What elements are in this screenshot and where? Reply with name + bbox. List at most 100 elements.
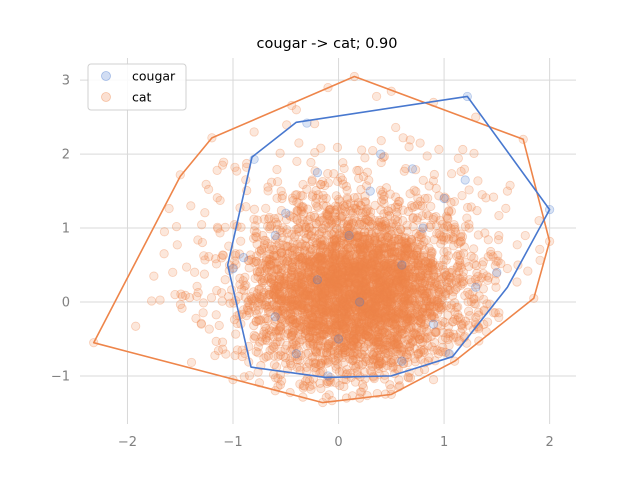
cat-point (312, 302, 322, 312)
cat-point (491, 282, 501, 292)
cat-point (416, 313, 426, 323)
cat-point (392, 313, 402, 324)
cat-point (294, 286, 304, 296)
cat-point (345, 354, 355, 364)
cat-point (393, 199, 403, 210)
cat-point (416, 227, 426, 237)
cat-point (405, 315, 415, 325)
cat-point (376, 285, 387, 295)
cat-point (421, 235, 431, 245)
cat-point (344, 277, 354, 287)
cat-point (358, 172, 369, 182)
cat-point (417, 270, 428, 281)
cat-point (355, 252, 366, 262)
cat-point (320, 294, 330, 304)
cat-point (290, 289, 301, 299)
cat-point (273, 264, 283, 274)
cat-point (471, 260, 481, 271)
cat-point (269, 279, 279, 290)
cat-point (488, 192, 499, 202)
cat-point (310, 271, 321, 281)
cat-point (313, 340, 324, 351)
cat-point (326, 338, 336, 348)
cat-point (294, 337, 304, 347)
cat-point (458, 278, 468, 289)
cat-point (352, 230, 362, 241)
cat-point (381, 288, 391, 298)
cat-point (230, 162, 240, 172)
cat-point (328, 251, 338, 261)
cat-point (275, 332, 285, 342)
cat-point (449, 224, 460, 234)
cat-point (465, 310, 475, 321)
cat-point (371, 302, 381, 312)
cat-point (336, 204, 346, 214)
cat-point (291, 224, 301, 234)
cat-point (312, 261, 322, 271)
cat-point (131, 321, 141, 331)
cat-point (273, 213, 283, 223)
cat-point (470, 318, 480, 328)
cat-point (337, 313, 347, 323)
cat-point (402, 220, 412, 230)
cat-point (388, 262, 399, 273)
cat-point (343, 276, 353, 287)
cat-point (400, 233, 410, 244)
cat-point (313, 202, 323, 212)
cat-point (321, 247, 332, 257)
cat-point (502, 263, 512, 274)
cat-point (379, 259, 389, 269)
cat-point (315, 254, 325, 265)
cat-point (294, 138, 304, 148)
cat-point (269, 245, 279, 255)
cat-point (369, 347, 379, 357)
cat-point (271, 217, 281, 227)
cat-point (431, 183, 441, 194)
cat-point (386, 357, 396, 368)
cat-point (464, 290, 474, 300)
cat-point (371, 228, 381, 238)
cat-point (360, 235, 370, 245)
cat-point (317, 292, 327, 302)
cat-point (372, 245, 382, 255)
cat-point (455, 250, 465, 260)
cat-point (326, 271, 336, 282)
cat-point (316, 297, 326, 307)
cat-point (397, 271, 407, 281)
cat-point (391, 295, 402, 306)
cat-point (453, 261, 463, 271)
cat-point (301, 314, 312, 325)
cat-point (348, 219, 358, 229)
cat-point (277, 305, 287, 315)
cat-point (324, 357, 334, 367)
cat-point (330, 208, 341, 218)
cat-point (446, 197, 456, 208)
cat-point (432, 300, 442, 310)
cougar-point (344, 230, 354, 241)
cat-point (418, 250, 428, 261)
cat-point (406, 264, 416, 274)
cat-point (314, 229, 324, 240)
cat-point (390, 310, 401, 320)
cat-point (415, 138, 425, 148)
cat-point (232, 345, 243, 355)
cat-point (341, 303, 351, 313)
cat-point (438, 232, 449, 242)
cat-point (455, 258, 465, 268)
cat-point (295, 238, 305, 248)
cat-point (362, 167, 372, 177)
cat-point (416, 345, 426, 355)
cat-point (417, 284, 427, 294)
cat-point (366, 298, 376, 308)
cat-point (353, 297, 364, 307)
cat-point (296, 278, 306, 288)
cat-point (420, 303, 430, 313)
cat-point (311, 308, 321, 318)
cat-point (330, 281, 340, 291)
cat-point (316, 143, 326, 153)
cat-point (310, 325, 320, 336)
cat-point (403, 289, 413, 299)
cat-point (398, 276, 408, 286)
cat-point (275, 326, 286, 336)
cat-point (386, 252, 396, 262)
